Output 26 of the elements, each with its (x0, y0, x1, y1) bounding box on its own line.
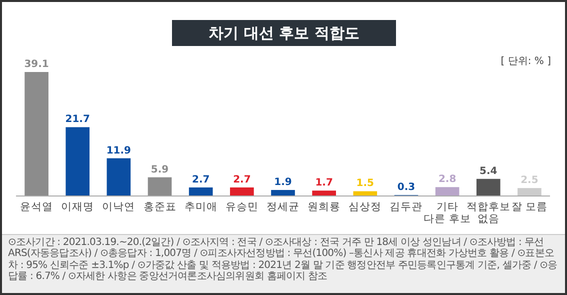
data-label: 1.9 (274, 176, 292, 188)
x-tick-label: 추미애 (184, 201, 218, 213)
x-tick-label: 윤석열 (20, 201, 54, 213)
x-tick-label: 유승민 (225, 201, 258, 213)
data-label: 39.1 (24, 59, 49, 70)
data-label: 2.7 (233, 174, 251, 186)
x-tick-label: 잘 모름 (511, 201, 548, 213)
data-label: 2.8 (438, 174, 456, 186)
x-tick-label: 정세균 (266, 201, 300, 213)
data-label: 1.7 (315, 178, 333, 189)
chart-title: 차기 대선 후보 적합도 (172, 20, 396, 46)
x-tick-label: 이재명 (61, 201, 94, 213)
x-tick-label: 이낙연 (102, 201, 136, 213)
data-label: 5.9 (150, 164, 169, 176)
data-label: 1.5 (356, 178, 374, 190)
data-label: 0.3 (397, 182, 416, 194)
x-tick-label: 원희룡 (308, 201, 341, 213)
data-label: 21.7 (65, 114, 90, 126)
x-tick-label: 심상정 (348, 201, 382, 213)
x-tick-label: 김두관 (390, 201, 423, 213)
text: [ 단위: % ] (500, 55, 551, 68)
x-tick-label: 홍준표 (143, 201, 176, 213)
data-label: 11.9 (106, 145, 132, 156)
text: ⊙조사기간 : 2021.03.19.~20.(2일간) / ⊙조사지역 : 전국 / ⊙조사대상 : 전국 거주 만 18세 이상 성인남녀 / ⊙조사방법 : 무선 ARS(자동응답조사) / ⊙총응답자 : 1,007명 / ⊙피조사자선정방법 : 무선(100%) –통신사 제공 휴대전화 가상번호 활용 / ⊙표본오차 : 95% 신뢰수준 ±3.1%p / ⊙가중값 산출 및 적용방법 : 2021년 2월 말 기준 행정안전부 주민등록인구통계 기준, 셀가중 / ⊙응답률 : 6.7% / ⊙자세한 사항은 중앙선거여론조사심의위원회 홈페이지 참조 (2, 234, 565, 293)
data-label: 5.4 (480, 166, 498, 177)
data-label: 2.7 (192, 174, 210, 186)
